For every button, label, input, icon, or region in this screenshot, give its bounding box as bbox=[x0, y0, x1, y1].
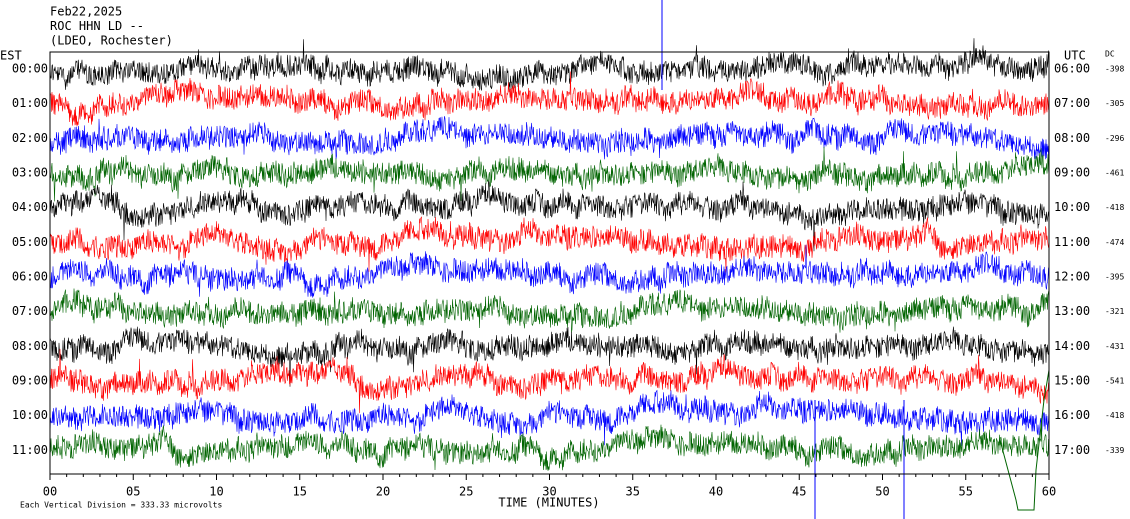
x-tick-label: 10 bbox=[209, 485, 223, 499]
utc-label: 14:00 bbox=[1054, 339, 1090, 353]
trace bbox=[49, 71, 1050, 127]
utc-label: 10:00 bbox=[1054, 200, 1090, 214]
est-label: 06:00 bbox=[12, 270, 48, 284]
est-label: 05:00 bbox=[12, 235, 48, 249]
est-label: 07:00 bbox=[12, 304, 48, 318]
trace bbox=[49, 348, 1050, 414]
utc-label: 11:00 bbox=[1054, 235, 1090, 249]
utc-label: 15:00 bbox=[1054, 374, 1090, 388]
est-label: 01:00 bbox=[12, 96, 48, 110]
est-label: 02:00 bbox=[12, 131, 48, 145]
est-label: 00:00 bbox=[12, 62, 48, 76]
dc-value: -339 bbox=[1105, 446, 1124, 455]
trace bbox=[49, 288, 1050, 333]
dc-value: -398 bbox=[1105, 65, 1124, 74]
utc-label: 06:00 bbox=[1054, 62, 1090, 76]
dc-value: -305 bbox=[1105, 99, 1124, 108]
dc-value: -431 bbox=[1105, 342, 1124, 351]
dc-value: -461 bbox=[1105, 169, 1124, 178]
est-label: 10:00 bbox=[12, 408, 48, 422]
dc-value: -541 bbox=[1105, 377, 1124, 386]
utc-label: 13:00 bbox=[1054, 304, 1090, 318]
utc-label: 17:00 bbox=[1054, 443, 1090, 457]
trace bbox=[49, 418, 1050, 471]
trace bbox=[49, 116, 1050, 160]
trace bbox=[49, 38, 1050, 91]
x-tick-label: 25 bbox=[459, 485, 473, 499]
dc-title: DC bbox=[1105, 50, 1115, 59]
utc-label: 16:00 bbox=[1054, 408, 1090, 422]
x-tick-label: 35 bbox=[626, 485, 640, 499]
dc-value: -418 bbox=[1105, 203, 1124, 212]
x-tick-label: 60 bbox=[1042, 485, 1056, 499]
utc-label: 09:00 bbox=[1054, 166, 1090, 180]
x-tick-label: 15 bbox=[293, 485, 307, 499]
x-axis-label: TIME (MINUTES) bbox=[498, 496, 599, 510]
x-tick-label: 20 bbox=[376, 485, 390, 499]
trace bbox=[49, 216, 1050, 273]
est-label: 09:00 bbox=[12, 374, 48, 388]
est-label: 11:00 bbox=[12, 443, 48, 457]
footer: Each Vertical Division = 333.33 microvol… bbox=[20, 501, 222, 510]
drift bbox=[999, 369, 1050, 511]
trace bbox=[49, 389, 1050, 447]
trace bbox=[49, 326, 1050, 387]
header-line: ROC HHN LD -- bbox=[50, 19, 144, 33]
x-tick-label: 30 bbox=[542, 485, 556, 499]
est-label: 04:00 bbox=[12, 200, 48, 214]
header-line: Feb22,2025 bbox=[50, 5, 122, 19]
traces bbox=[49, 0, 1050, 519]
x-tick-label: 05 bbox=[126, 485, 140, 499]
est-label: 03:00 bbox=[12, 166, 48, 180]
x-tick-label: 45 bbox=[792, 485, 806, 499]
x-tick-label: 00 bbox=[43, 485, 57, 499]
trace bbox=[49, 180, 1050, 252]
x-tick-label: 55 bbox=[959, 485, 973, 499]
x-tick-label: 50 bbox=[875, 485, 889, 499]
trace bbox=[49, 146, 1050, 202]
utc-label: 08:00 bbox=[1054, 131, 1090, 145]
x-tick-label: 40 bbox=[709, 485, 723, 499]
utc-label: 12:00 bbox=[1054, 270, 1090, 284]
dc-value: -418 bbox=[1105, 411, 1124, 420]
dc-value: -395 bbox=[1105, 273, 1124, 282]
est-label: 08:00 bbox=[12, 339, 48, 353]
dc-value: -321 bbox=[1105, 307, 1124, 316]
est-title: EST bbox=[0, 49, 22, 63]
trace bbox=[49, 244, 1050, 298]
header-line: (LDEO, Rochester) bbox=[50, 34, 173, 48]
utc-title: UTC bbox=[1064, 49, 1086, 63]
dc-value: -296 bbox=[1105, 134, 1124, 143]
dc-value: -474 bbox=[1105, 238, 1124, 247]
utc-label: 07:00 bbox=[1054, 96, 1090, 110]
